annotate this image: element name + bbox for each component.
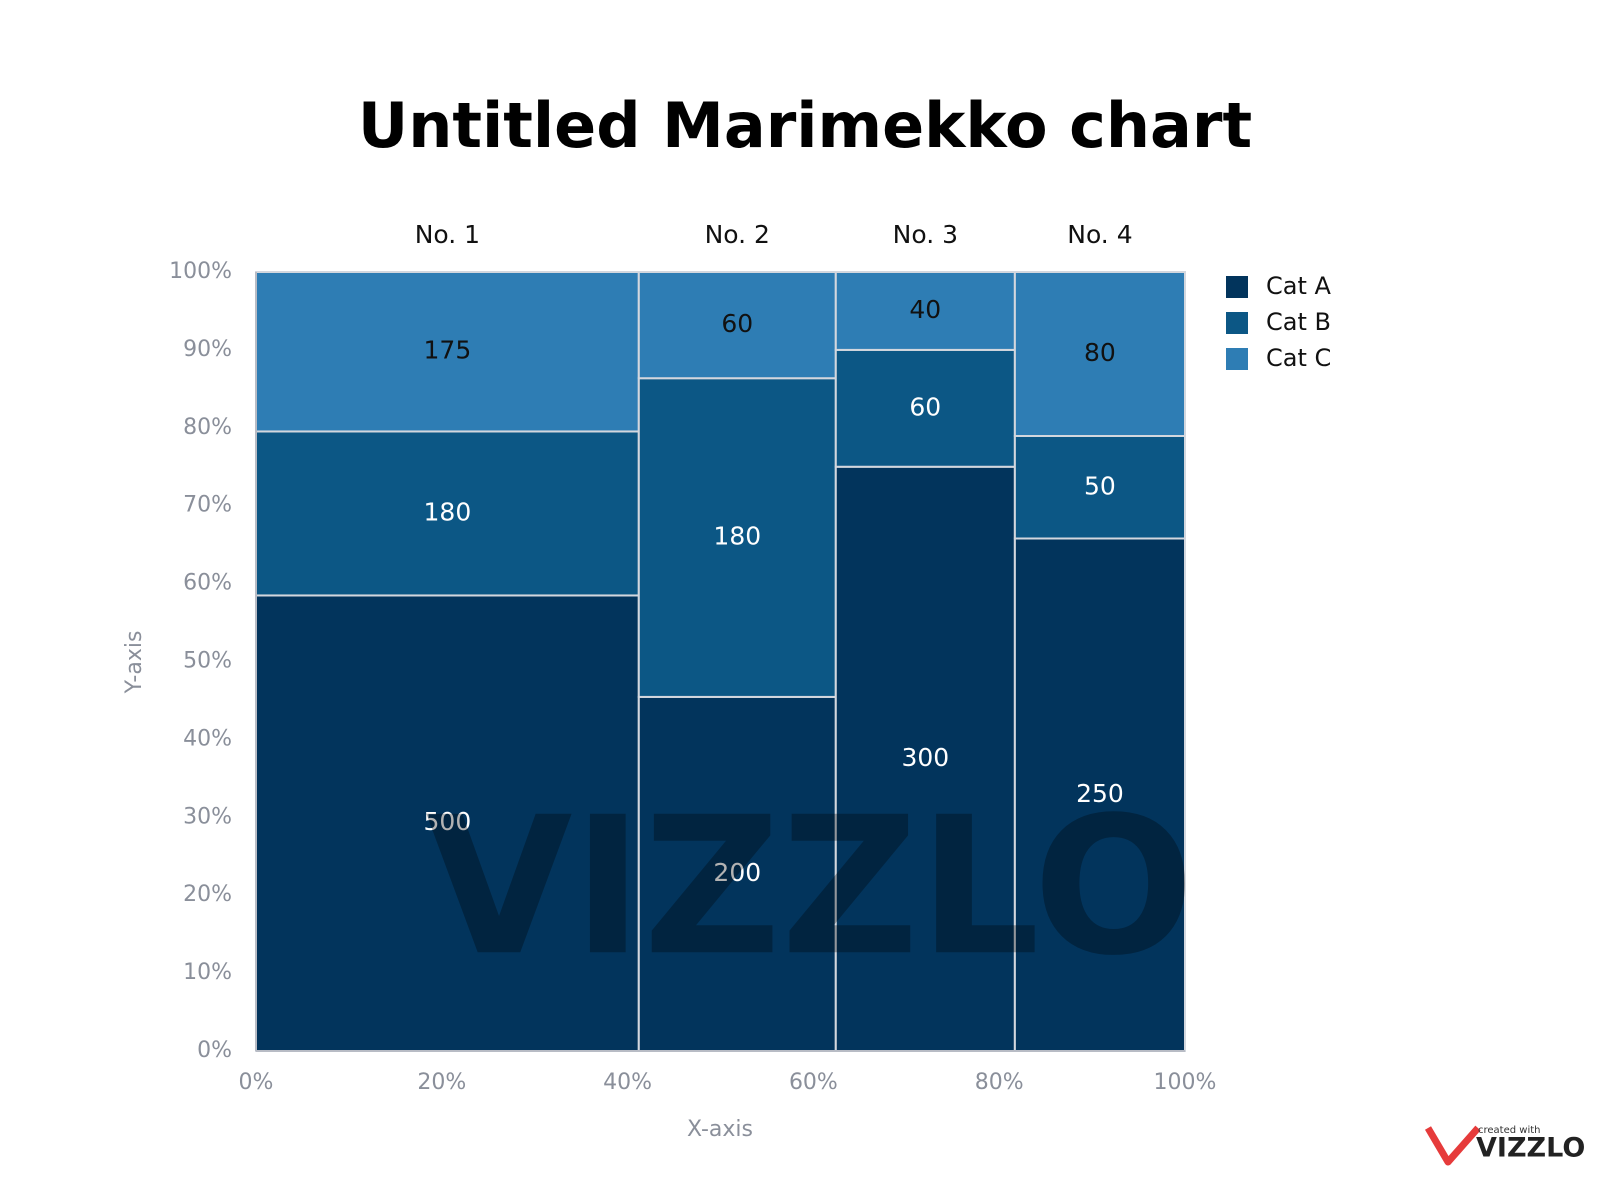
value-label: 80 bbox=[1084, 338, 1116, 367]
value-label: 180 bbox=[713, 522, 761, 551]
legend-label: Cat C bbox=[1266, 344, 1331, 372]
y-tick-label: 40% bbox=[183, 726, 232, 751]
segment bbox=[834, 465, 1016, 1052]
segment bbox=[255, 271, 640, 433]
segment bbox=[637, 695, 837, 1053]
x-axis-label: X-axis bbox=[687, 1117, 753, 1142]
y-tick-label: 70% bbox=[183, 493, 232, 518]
value-label: 60 bbox=[721, 309, 753, 338]
legend-swatch bbox=[1226, 276, 1248, 298]
x-tick-label: 0% bbox=[239, 1070, 274, 1095]
chart-title: Untitled Marimekko chart bbox=[358, 89, 1252, 162]
segment bbox=[1013, 435, 1186, 540]
value-label: 300 bbox=[901, 743, 949, 772]
legend-swatch bbox=[1226, 348, 1248, 370]
value-label: 60 bbox=[909, 392, 941, 421]
segment bbox=[834, 271, 1016, 351]
segment bbox=[255, 594, 640, 1052]
y-tick-label: 30% bbox=[183, 804, 232, 829]
value-label: 200 bbox=[713, 858, 761, 887]
x-tick-label: 80% bbox=[975, 1070, 1024, 1095]
category-label: No. 3 bbox=[893, 220, 958, 249]
value-label: 250 bbox=[1076, 779, 1124, 808]
segment bbox=[637, 271, 837, 380]
x-tick-label: 20% bbox=[417, 1070, 466, 1095]
branding-caption: created with bbox=[1478, 1125, 1541, 1136]
x-tick-label: 40% bbox=[603, 1070, 652, 1095]
legend-swatch bbox=[1226, 312, 1248, 334]
segment bbox=[255, 430, 640, 597]
branding-name: VIZZLO bbox=[1476, 1133, 1585, 1164]
legend-label: Cat B bbox=[1266, 308, 1331, 336]
category-label: No. 4 bbox=[1067, 220, 1132, 249]
category-label: No. 2 bbox=[705, 220, 770, 249]
legend-label: Cat A bbox=[1266, 272, 1332, 300]
watermark: VIZZLO bbox=[425, 776, 1194, 997]
logo-icon bbox=[1424, 1125, 1481, 1166]
value-label: 500 bbox=[424, 807, 472, 836]
y-tick-label: 100% bbox=[169, 259, 232, 284]
y-tick-label: 0% bbox=[197, 1038, 232, 1063]
y-tick-label: 60% bbox=[183, 571, 232, 596]
x-tick-label: 60% bbox=[789, 1070, 838, 1095]
value-label: 40 bbox=[909, 295, 941, 324]
x-tick-label: 100% bbox=[1154, 1070, 1217, 1095]
value-label: 50 bbox=[1084, 471, 1116, 500]
y-axis-label: Y-axis bbox=[122, 631, 147, 695]
value-label: 180 bbox=[424, 497, 472, 526]
y-tick-label: 80% bbox=[183, 415, 232, 440]
value-label: 175 bbox=[424, 336, 472, 365]
y-tick-label: 90% bbox=[183, 337, 232, 362]
segment bbox=[1013, 537, 1186, 1052]
category-label: No. 1 bbox=[415, 220, 480, 249]
segment bbox=[834, 348, 1016, 468]
y-tick-label: 50% bbox=[183, 649, 232, 674]
plot-area: 0% 10% 20% 30% 40% 50% 60% 70% 80% 90% 100% 0% 20% 40… bbox=[169, 220, 1331, 1095]
segment bbox=[1013, 271, 1186, 437]
y-tick-label: 20% bbox=[183, 882, 232, 907]
y-tick-label: 10% bbox=[183, 960, 232, 985]
segment bbox=[637, 377, 837, 698]
